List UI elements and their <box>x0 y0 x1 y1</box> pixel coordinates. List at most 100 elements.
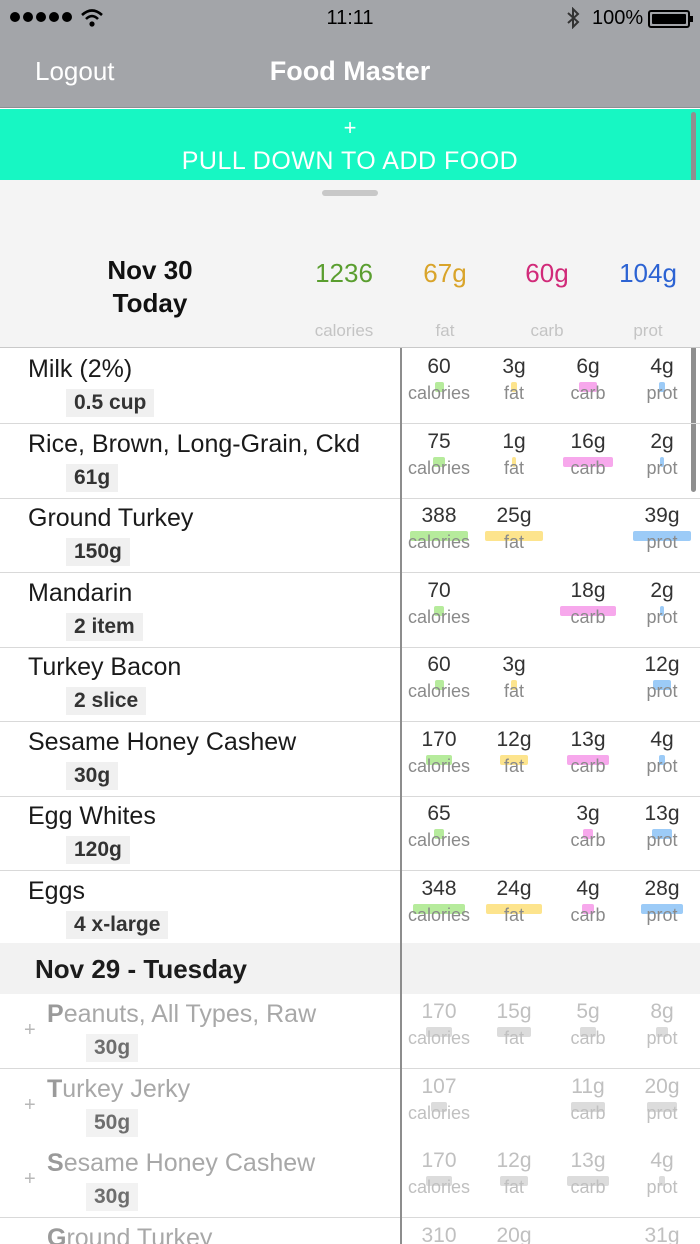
carb-value: 3g <box>576 802 600 825</box>
food-name: Sesame Honey Cashew <box>47 1149 315 1178</box>
prot-cell: 13g prot <box>625 796 699 850</box>
calories-unit-label: calories <box>407 457 471 478</box>
food-row[interactable]: Milk (2%) 0.5 cup 60 calories 3g fat 6g carb 4g p… <box>0 349 700 424</box>
add-food-plus-icon[interactable]: + <box>24 1019 36 1041</box>
fat-unit-label: fat <box>503 904 524 925</box>
carb-bar <box>583 829 593 839</box>
total-carb: 60g <box>525 258 569 288</box>
carb-value: 5g <box>576 1000 600 1023</box>
signal-strength-icon <box>10 12 72 22</box>
prot-bar <box>660 605 664 616</box>
carb-cell: 13g carb <box>551 722 625 776</box>
food-row[interactable]: Mandarin 2 item 70 calories 18g carb 2g prot <box>0 573 700 648</box>
food-name: Rice, Brown, Long-Grain, Ckd <box>28 429 361 458</box>
calories-bar <box>430 1101 448 1112</box>
fat-bar <box>500 754 528 765</box>
fat-value: 15g <box>496 1000 532 1023</box>
fat-bar <box>510 680 518 690</box>
carb-bar <box>559 605 617 616</box>
prot-bar <box>653 680 671 690</box>
food-row[interactable]: Rice, Brown, Long-Grain, Ckd 61g 75 calorie… <box>0 424 700 499</box>
status-bar: 11:11 100% <box>0 0 700 40</box>
prot-bar <box>632 531 692 541</box>
food-name-initial: P <box>47 1000 64 1028</box>
logout-button[interactable]: Logout <box>35 56 115 86</box>
fat-value: 20g <box>496 1223 532 1244</box>
food-amount[interactable]: 30g <box>86 1034 139 1062</box>
previous-food-row[interactable]: + Turkey Jerky 50g 107 calories 11g carb 20g pro… <box>0 1068 700 1144</box>
prot-cell: 28g prot <box>625 871 699 925</box>
calories-cell: 70 calories <box>402 573 476 627</box>
add-food-plus-icon[interactable]: + <box>24 1243 36 1244</box>
fat-bar <box>512 456 516 467</box>
prot-cell: 12g prot <box>625 647 699 701</box>
carb-unit-label: carb <box>570 904 606 925</box>
carb-bar <box>567 754 609 765</box>
add-food-plus-icon[interactable]: + <box>24 1168 36 1190</box>
calories-unit-label: calories <box>407 606 471 627</box>
add-food-plus-icon[interactable]: + <box>24 1093 36 1116</box>
food-amount[interactable]: 150g <box>66 538 130 566</box>
carb-bar <box>578 382 598 392</box>
calories-value: 75 <box>427 429 451 453</box>
fat-value: 3g <box>502 355 526 378</box>
food-amount[interactable]: 30g <box>86 1183 139 1211</box>
calories-unit-label: calories <box>407 383 471 403</box>
food-amount[interactable]: 61g <box>66 463 119 492</box>
calories-value: 170 <box>421 727 457 751</box>
total-calories: 1236 <box>315 258 373 288</box>
previous-food-row[interactable]: + Peanuts, All Types, Raw 30g 170 calories 15… <box>0 994 700 1069</box>
summary-date: Nov 30 <box>107 255 193 285</box>
food-name: Ground Turkey <box>28 504 194 532</box>
calories-bar <box>409 531 469 541</box>
food-name-rest: urkey Jerky <box>62 1074 191 1103</box>
drag-handle[interactable] <box>322 190 378 196</box>
food-amount[interactable]: 4 x-large <box>66 910 169 939</box>
food-row[interactable]: Eggs 4 x-large 348 calories 24g fat 4g carb 28g p… <box>0 871 700 946</box>
carb-cell: 6g carb <box>551 349 625 403</box>
previous-food-row[interactable]: + Ground Turkey 310calories20gfat 31gprot <box>0 1217 700 1244</box>
food-amount[interactable]: 0.5 cup <box>66 389 155 417</box>
carb-cell: 18g carb <box>551 573 625 627</box>
calories-value: 107 <box>421 1074 457 1098</box>
food-row[interactable]: Turkey Bacon 2 slice 60 calories 3g fat 12g pro… <box>0 647 700 722</box>
food-row[interactable]: Ground Turkey 150g 388 calories 25g fat 39g pro… <box>0 498 700 573</box>
food-row[interactable]: Sesame Honey Cashew 30g 170 calories 12g fat 1… <box>0 722 700 797</box>
carb-cell: 16g carb <box>551 424 625 478</box>
food-name-rest: eanuts, All Types, Raw <box>63 1000 317 1028</box>
status-time: 11:11 <box>326 7 374 29</box>
prot-value: 2g <box>650 578 674 602</box>
fat-cell: 25g fat <box>477 498 551 552</box>
prot-unit-label: prot <box>646 606 678 627</box>
previous-food-row[interactable]: + Sesame Honey Cashew 30g 170 calories 12g fat… <box>0 1143 700 1218</box>
food-amount[interactable]: 2 item <box>66 612 143 641</box>
fat-cell: 12g fat <box>477 722 551 776</box>
calories-cell: 170 calories <box>402 1143 476 1197</box>
prot-cell: 4g prot <box>625 349 699 403</box>
calories-bar <box>426 1176 452 1186</box>
prot-unit-label: prot <box>646 755 678 776</box>
calories-cell: 75 calories <box>402 424 476 478</box>
food-row[interactable]: Egg Whites 120g 65 calories 3g carb 13g prot <box>0 796 700 871</box>
column-divider <box>400 348 402 1244</box>
carb-unit-label: carb <box>570 830 606 850</box>
food-amount[interactable]: 30g <box>66 761 119 790</box>
prot-cell: 4g prot <box>625 1143 699 1197</box>
carb-value: 16g <box>570 429 606 453</box>
pull-to-add-banner[interactable]: + PULL DOWN TO ADD FOOD <box>0 109 700 180</box>
food-name: Egg Whites <box>28 802 156 830</box>
food-amount[interactable]: 2 slice <box>66 687 147 715</box>
fat-unit-label: fat <box>503 457 524 478</box>
fat-unit-label: fat <box>503 755 524 776</box>
carb-cell: 3g carb <box>551 796 625 850</box>
carb-cell: 5g carb <box>551 994 625 1048</box>
prot-unit-label: prot <box>646 681 678 701</box>
prot-value: 31g <box>644 1223 680 1244</box>
food-amount[interactable]: 50g <box>86 1108 139 1137</box>
food-amount[interactable]: 120g <box>66 836 130 864</box>
fat-unit-label: fat <box>503 532 524 552</box>
food-name: Eggs <box>28 876 85 905</box>
fat-cell: 1g fat <box>477 424 551 478</box>
prot-bar <box>641 903 683 914</box>
food-name-rest: esame Honey Cashew <box>63 1149 316 1177</box>
